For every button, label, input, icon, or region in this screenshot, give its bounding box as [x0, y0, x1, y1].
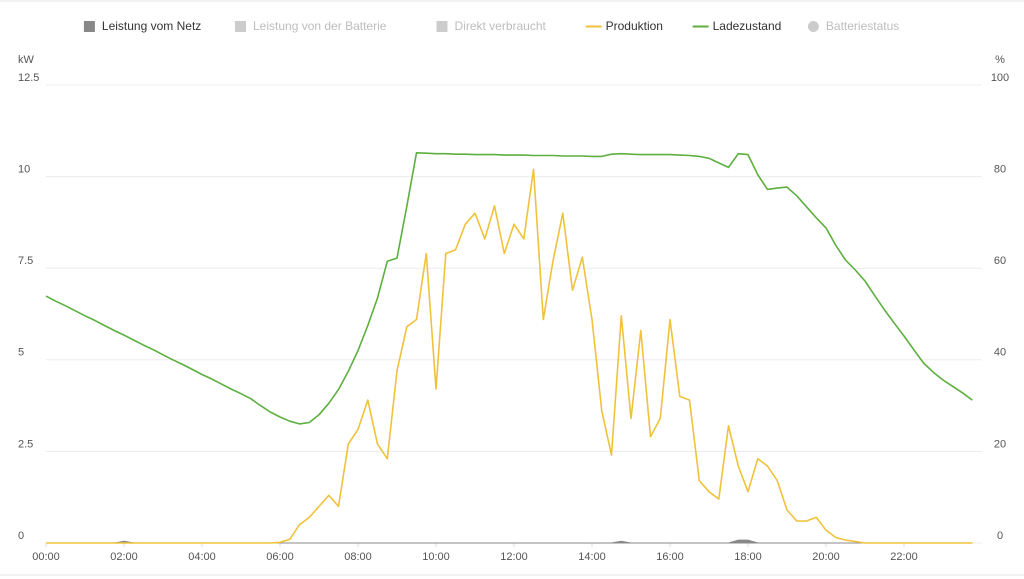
y2-tick-label: 20: [994, 438, 1006, 450]
x-tick-label: 14:00: [578, 551, 606, 563]
legend-label[interactable]: Batteriestatus: [826, 19, 899, 33]
line: [45, 152, 973, 425]
x-tick-label: 06:00: [266, 551, 294, 563]
y-tick-label: 5: [18, 347, 24, 359]
x-tick-label: 04:00: [188, 551, 216, 563]
x-tick-label: 00:00: [32, 551, 60, 563]
y-tick-label: 2.5: [18, 438, 33, 450]
x-tick-label: 16:00: [656, 551, 684, 563]
x-tick-label: 20:00: [812, 551, 840, 563]
legend-label[interactable]: Direkt verbraucht: [455, 19, 547, 33]
x-tick-label: 18:00: [734, 551, 762, 563]
y2-tick-label: 80: [994, 164, 1006, 176]
x-tick-label: 10:00: [422, 551, 450, 563]
legend-label[interactable]: Ladezustand: [713, 19, 782, 33]
line: [46, 168, 973, 544]
y2-tick-label: 0: [997, 530, 1003, 542]
y-unit: kW: [18, 54, 35, 66]
y-tick-label: 12.5: [18, 72, 39, 84]
y2-tick-label: 100: [991, 72, 1009, 84]
x-tick-label: 08:00: [344, 551, 372, 563]
legend-label[interactable]: Leistung vom Netz: [102, 19, 201, 33]
y-tick-label: 10: [18, 164, 30, 176]
x-tick-label: 22:00: [890, 551, 918, 563]
legend-label[interactable]: Produktion: [606, 19, 663, 33]
legend-marker[interactable]: [235, 21, 246, 32]
x-tick-label: 02:00: [110, 551, 138, 563]
y2-tick-label: 60: [994, 255, 1006, 267]
x-tick-label: 12:00: [500, 551, 528, 563]
legend-marker[interactable]: [83, 21, 95, 32]
legend-marker[interactable]: [436, 21, 448, 32]
legend-label[interactable]: Leistung von der Batterie: [253, 19, 387, 33]
legend-marker[interactable]: [807, 21, 819, 32]
y2-unit: %: [995, 54, 1005, 66]
y-tick-label: 7.5: [18, 255, 33, 267]
y2-tick-label: 40: [994, 347, 1006, 359]
y-tick-label: 0: [18, 530, 24, 542]
